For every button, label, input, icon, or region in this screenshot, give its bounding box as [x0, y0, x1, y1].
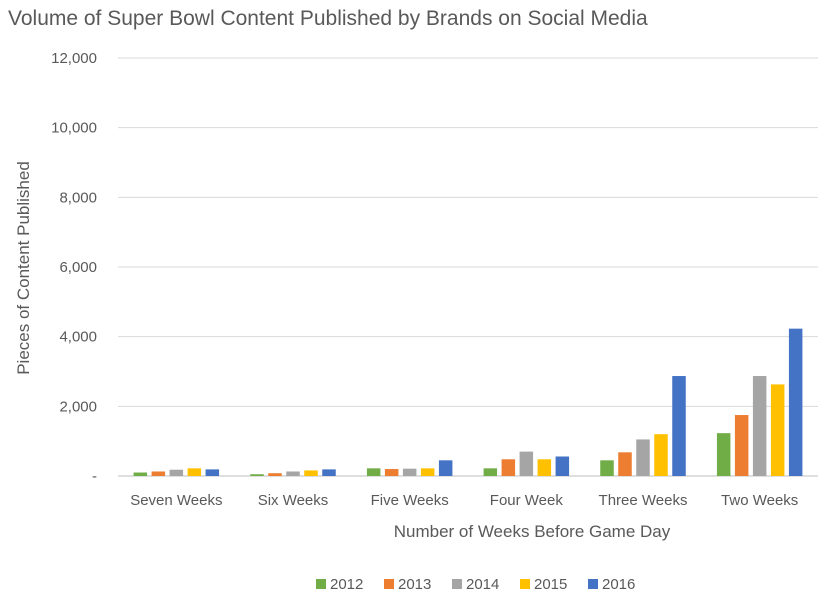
y-tick-label: 6,000 — [59, 259, 97, 276]
y-tick-label: 2,000 — [59, 398, 97, 415]
x-tick-label: Seven Weeks — [130, 492, 222, 509]
legend-swatch-2014 — [452, 579, 462, 589]
bar-2014-seven-weeks — [169, 469, 184, 476]
gridlines — [118, 57, 818, 477]
bar-2014-four-week — [519, 451, 534, 476]
bar-2015-seven-weeks — [187, 468, 202, 476]
legend-swatch-2016 — [588, 579, 598, 589]
bar-2016-two-weeks — [788, 328, 803, 476]
bar-2016-six-weeks — [322, 469, 336, 476]
bar-2014-five-weeks — [402, 468, 417, 476]
y-tick-label: 4,000 — [59, 329, 97, 346]
legend-swatch-2012 — [316, 579, 326, 589]
bar-2014-six-weeks — [286, 471, 300, 476]
bar-2012-five-weeks — [366, 468, 381, 476]
x-axis-ticks: Seven Weeks Six Weeks Five Weeks Four Week T… — [130, 492, 798, 509]
bar-2012-four-week — [483, 468, 498, 476]
bar-2012-seven-weeks — [133, 472, 148, 476]
bar-2013-six-weeks — [268, 473, 282, 476]
bar-2012-six-weeks — [250, 474, 264, 476]
bar-2013-three-weeks — [618, 452, 632, 476]
bar-2015-four-week — [537, 459, 552, 476]
legend-label-2012: 2012 — [330, 576, 363, 593]
x-tick-label: Two Weeks — [721, 492, 798, 509]
legend: 2012 2013 2014 2015 2016 — [316, 576, 635, 593]
x-tick-label: Three Weeks — [599, 492, 688, 509]
bar-2013-four-week — [501, 459, 516, 476]
legend-label-2013: 2013 — [398, 576, 431, 593]
bar-2014-three-weeks — [636, 439, 650, 476]
x-axis-title: Number of Weeks Before Game Day — [394, 522, 671, 541]
bar-2013-five-weeks — [384, 469, 399, 476]
bar-2015-five-weeks — [420, 468, 435, 476]
y-axis-title: Pieces of Content Published — [14, 161, 33, 375]
bar-2016-seven-weeks — [205, 469, 220, 476]
y-tick-label: 10,000 — [51, 120, 97, 137]
y-tick-label: 12,000 — [51, 50, 97, 67]
legend-label-2016: 2016 — [602, 576, 635, 593]
bar-2016-five-weeks — [438, 460, 453, 476]
bars — [133, 328, 803, 476]
bar-2016-three-weeks — [672, 376, 686, 476]
bar-2015-three-weeks — [654, 434, 668, 476]
x-tick-label: Six Weeks — [258, 492, 329, 509]
legend-label-2015: 2015 — [534, 576, 567, 593]
bar-2015-two-weeks — [770, 384, 785, 476]
legend-swatch-2015 — [520, 579, 530, 589]
bar-2015-six-weeks — [304, 470, 318, 476]
y-tick-label: 8,000 — [59, 189, 97, 206]
legend-label-2014: 2014 — [466, 576, 499, 593]
bar-2013-two-weeks — [734, 415, 749, 476]
y-axis-ticks: - 2,000 4,000 6,000 8,000 10,000 12,000 — [51, 50, 97, 485]
legend-swatch-2013 — [384, 579, 394, 589]
y-tick-label: - — [92, 468, 97, 485]
bar-2012-three-weeks — [600, 460, 614, 476]
x-tick-label: Four Week — [490, 492, 564, 509]
chart-title: Volume of Super Bowl Content Published b… — [8, 7, 648, 30]
bar-2012-two-weeks — [716, 433, 731, 476]
bar-2013-seven-weeks — [151, 471, 166, 476]
bar-2016-four-week — [555, 456, 570, 476]
x-tick-label: Five Weeks — [371, 492, 449, 509]
bar-2014-two-weeks — [752, 376, 767, 476]
